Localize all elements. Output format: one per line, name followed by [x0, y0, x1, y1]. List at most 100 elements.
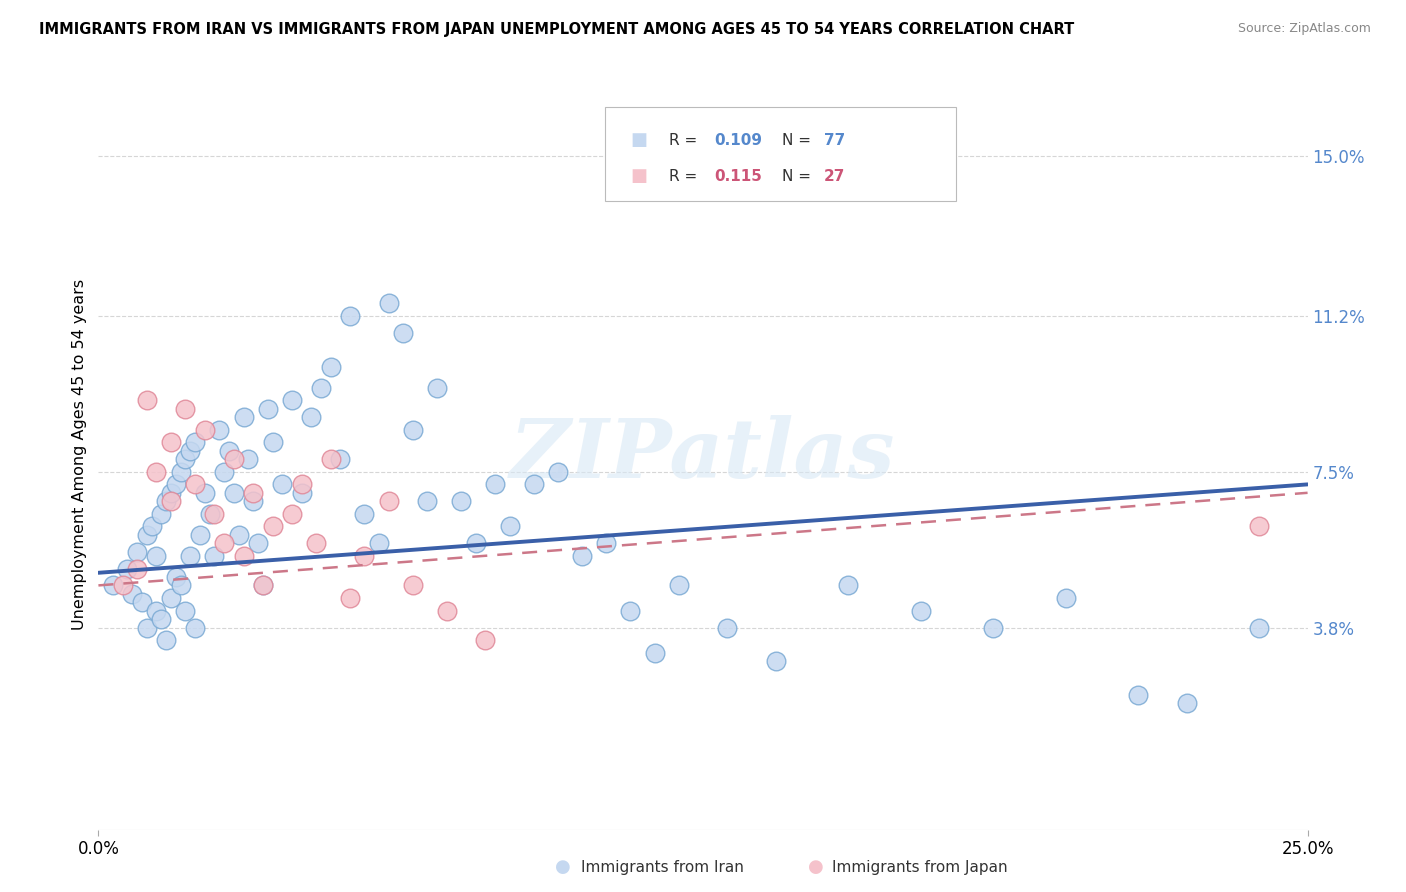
- Point: [262, 519, 284, 533]
- Point: [212, 536, 235, 550]
- Point: [474, 633, 496, 648]
- Point: [247, 536, 270, 550]
- Point: [256, 401, 278, 416]
- Point: [765, 654, 787, 668]
- Point: [218, 443, 240, 458]
- Point: [165, 477, 187, 491]
- Point: [910, 604, 932, 618]
- Point: [198, 507, 221, 521]
- Point: [145, 604, 167, 618]
- Point: [238, 452, 260, 467]
- Point: [595, 536, 617, 550]
- Point: [377, 296, 399, 310]
- Point: [150, 612, 173, 626]
- Point: [319, 452, 342, 467]
- Text: Immigrants from Iran: Immigrants from Iran: [581, 860, 744, 874]
- Point: [523, 477, 546, 491]
- Point: [281, 507, 304, 521]
- Point: [290, 485, 312, 500]
- Point: [174, 452, 197, 467]
- Point: [498, 519, 520, 533]
- Point: [426, 380, 449, 394]
- Text: 0.109: 0.109: [714, 133, 762, 147]
- Point: [353, 549, 375, 563]
- Point: [416, 494, 439, 508]
- Point: [319, 359, 342, 374]
- Point: [464, 536, 486, 550]
- Point: [1249, 519, 1271, 533]
- Point: [165, 570, 187, 584]
- Point: [1128, 688, 1150, 702]
- Point: [179, 443, 201, 458]
- Point: [188, 528, 211, 542]
- Text: N =: N =: [782, 133, 815, 147]
- Point: [222, 485, 245, 500]
- Text: R =: R =: [669, 133, 703, 147]
- Point: [131, 595, 153, 609]
- Point: [252, 578, 274, 592]
- Point: [135, 620, 157, 634]
- Point: [155, 494, 177, 508]
- Point: [271, 477, 294, 491]
- Point: [121, 587, 143, 601]
- Point: [644, 646, 666, 660]
- Point: [305, 536, 328, 550]
- Point: [329, 452, 352, 467]
- Text: 0.115: 0.115: [714, 169, 762, 184]
- Point: [339, 591, 361, 605]
- Point: [377, 494, 399, 508]
- Point: [252, 578, 274, 592]
- Point: [141, 519, 163, 533]
- Point: [117, 561, 139, 575]
- Text: ■: ■: [630, 168, 647, 186]
- Text: 77: 77: [824, 133, 845, 147]
- Point: [155, 633, 177, 648]
- Text: R =: R =: [669, 169, 703, 184]
- Point: [160, 485, 183, 500]
- Point: [212, 465, 235, 479]
- Point: [232, 549, 254, 563]
- Point: [174, 604, 197, 618]
- Point: [232, 410, 254, 425]
- Point: [135, 528, 157, 542]
- Point: [184, 477, 207, 491]
- Text: ●: ●: [808, 858, 824, 876]
- Point: [169, 578, 191, 592]
- Text: IMMIGRANTS FROM IRAN VS IMMIGRANTS FROM JAPAN UNEMPLOYMENT AMONG AGES 45 TO 54 Y: IMMIGRANTS FROM IRAN VS IMMIGRANTS FROM …: [39, 22, 1074, 37]
- Point: [111, 578, 134, 592]
- Y-axis label: Unemployment Among Ages 45 to 54 years: Unemployment Among Ages 45 to 54 years: [72, 279, 87, 631]
- Point: [222, 452, 245, 467]
- Point: [145, 465, 167, 479]
- Point: [160, 435, 183, 450]
- Point: [184, 620, 207, 634]
- Text: N =: N =: [782, 169, 815, 184]
- Text: ■: ■: [630, 131, 647, 149]
- Point: [547, 465, 569, 479]
- Point: [716, 620, 738, 634]
- Point: [339, 309, 361, 323]
- Text: 27: 27: [824, 169, 845, 184]
- Point: [204, 507, 226, 521]
- Point: [194, 485, 217, 500]
- Point: [169, 465, 191, 479]
- Point: [179, 549, 201, 563]
- Point: [402, 423, 425, 437]
- Point: [208, 423, 231, 437]
- Point: [571, 549, 593, 563]
- Point: [262, 435, 284, 450]
- Text: ●: ●: [555, 858, 571, 876]
- Point: [436, 604, 458, 618]
- Text: Source: ZipAtlas.com: Source: ZipAtlas.com: [1237, 22, 1371, 36]
- Point: [127, 545, 149, 559]
- Text: ZIPatlas: ZIPatlas: [510, 415, 896, 495]
- Point: [290, 477, 312, 491]
- Point: [1175, 696, 1198, 710]
- Point: [1054, 591, 1077, 605]
- Point: [484, 477, 506, 491]
- Point: [184, 435, 207, 450]
- Point: [402, 578, 425, 592]
- Point: [309, 380, 332, 394]
- Point: [450, 494, 472, 508]
- Point: [194, 423, 217, 437]
- Point: [281, 393, 304, 408]
